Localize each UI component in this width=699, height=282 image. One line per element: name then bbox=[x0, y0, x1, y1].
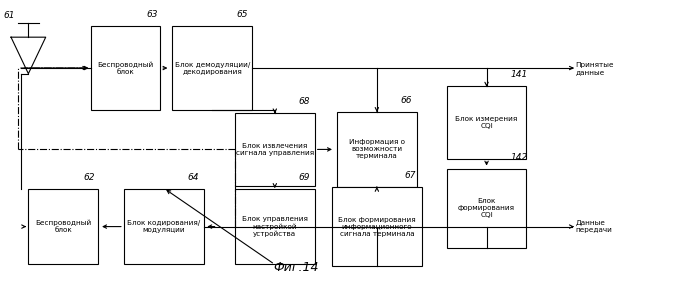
FancyBboxPatch shape bbox=[29, 189, 98, 265]
Text: Блок управления
настройкой
устройства: Блок управления настройкой устройства bbox=[242, 216, 308, 237]
FancyBboxPatch shape bbox=[447, 86, 526, 159]
Text: Фиг.14: Фиг.14 bbox=[273, 261, 319, 274]
Text: Блок
формирования
CQI: Блок формирования CQI bbox=[458, 198, 515, 218]
Text: Информация о
возможности
терминала: Информация о возможности терминала bbox=[349, 139, 405, 159]
Text: Блок демодуляции/
декодирования: Блок демодуляции/ декодирования bbox=[175, 61, 250, 74]
FancyBboxPatch shape bbox=[337, 112, 417, 187]
FancyBboxPatch shape bbox=[332, 187, 422, 266]
FancyBboxPatch shape bbox=[173, 26, 252, 110]
Text: 69: 69 bbox=[298, 173, 310, 182]
Text: Беспроводный
блок: Беспроводный блок bbox=[97, 61, 154, 75]
Text: 68: 68 bbox=[298, 97, 310, 106]
Text: 142: 142 bbox=[510, 153, 528, 162]
Text: 66: 66 bbox=[401, 96, 412, 105]
FancyBboxPatch shape bbox=[235, 189, 315, 265]
Text: Принятые
данные: Принятые данные bbox=[575, 61, 614, 74]
Text: Блок измерения
CQI: Блок измерения CQI bbox=[456, 116, 518, 129]
Text: 141: 141 bbox=[510, 70, 528, 79]
Text: Блок формирования
информационного
сигнала терминала: Блок формирования информационного сигнал… bbox=[338, 217, 416, 237]
Text: 63: 63 bbox=[146, 10, 158, 19]
FancyBboxPatch shape bbox=[447, 169, 526, 248]
Text: 64: 64 bbox=[188, 173, 199, 182]
FancyBboxPatch shape bbox=[91, 26, 160, 110]
Text: 65: 65 bbox=[236, 10, 247, 19]
Text: 67: 67 bbox=[404, 171, 415, 180]
Text: 61: 61 bbox=[3, 11, 15, 20]
Text: Блок кодирования/
модуляции: Блок кодирования/ модуляции bbox=[127, 220, 201, 233]
FancyBboxPatch shape bbox=[124, 189, 203, 265]
Text: Блок извлечения
сигнала управления: Блок извлечения сигнала управления bbox=[236, 143, 314, 156]
FancyBboxPatch shape bbox=[235, 113, 315, 186]
Text: Беспроводный
блок: Беспроводный блок bbox=[35, 220, 91, 233]
Text: Данные
передачи: Данные передачи bbox=[575, 220, 612, 233]
Text: 62: 62 bbox=[84, 173, 95, 182]
